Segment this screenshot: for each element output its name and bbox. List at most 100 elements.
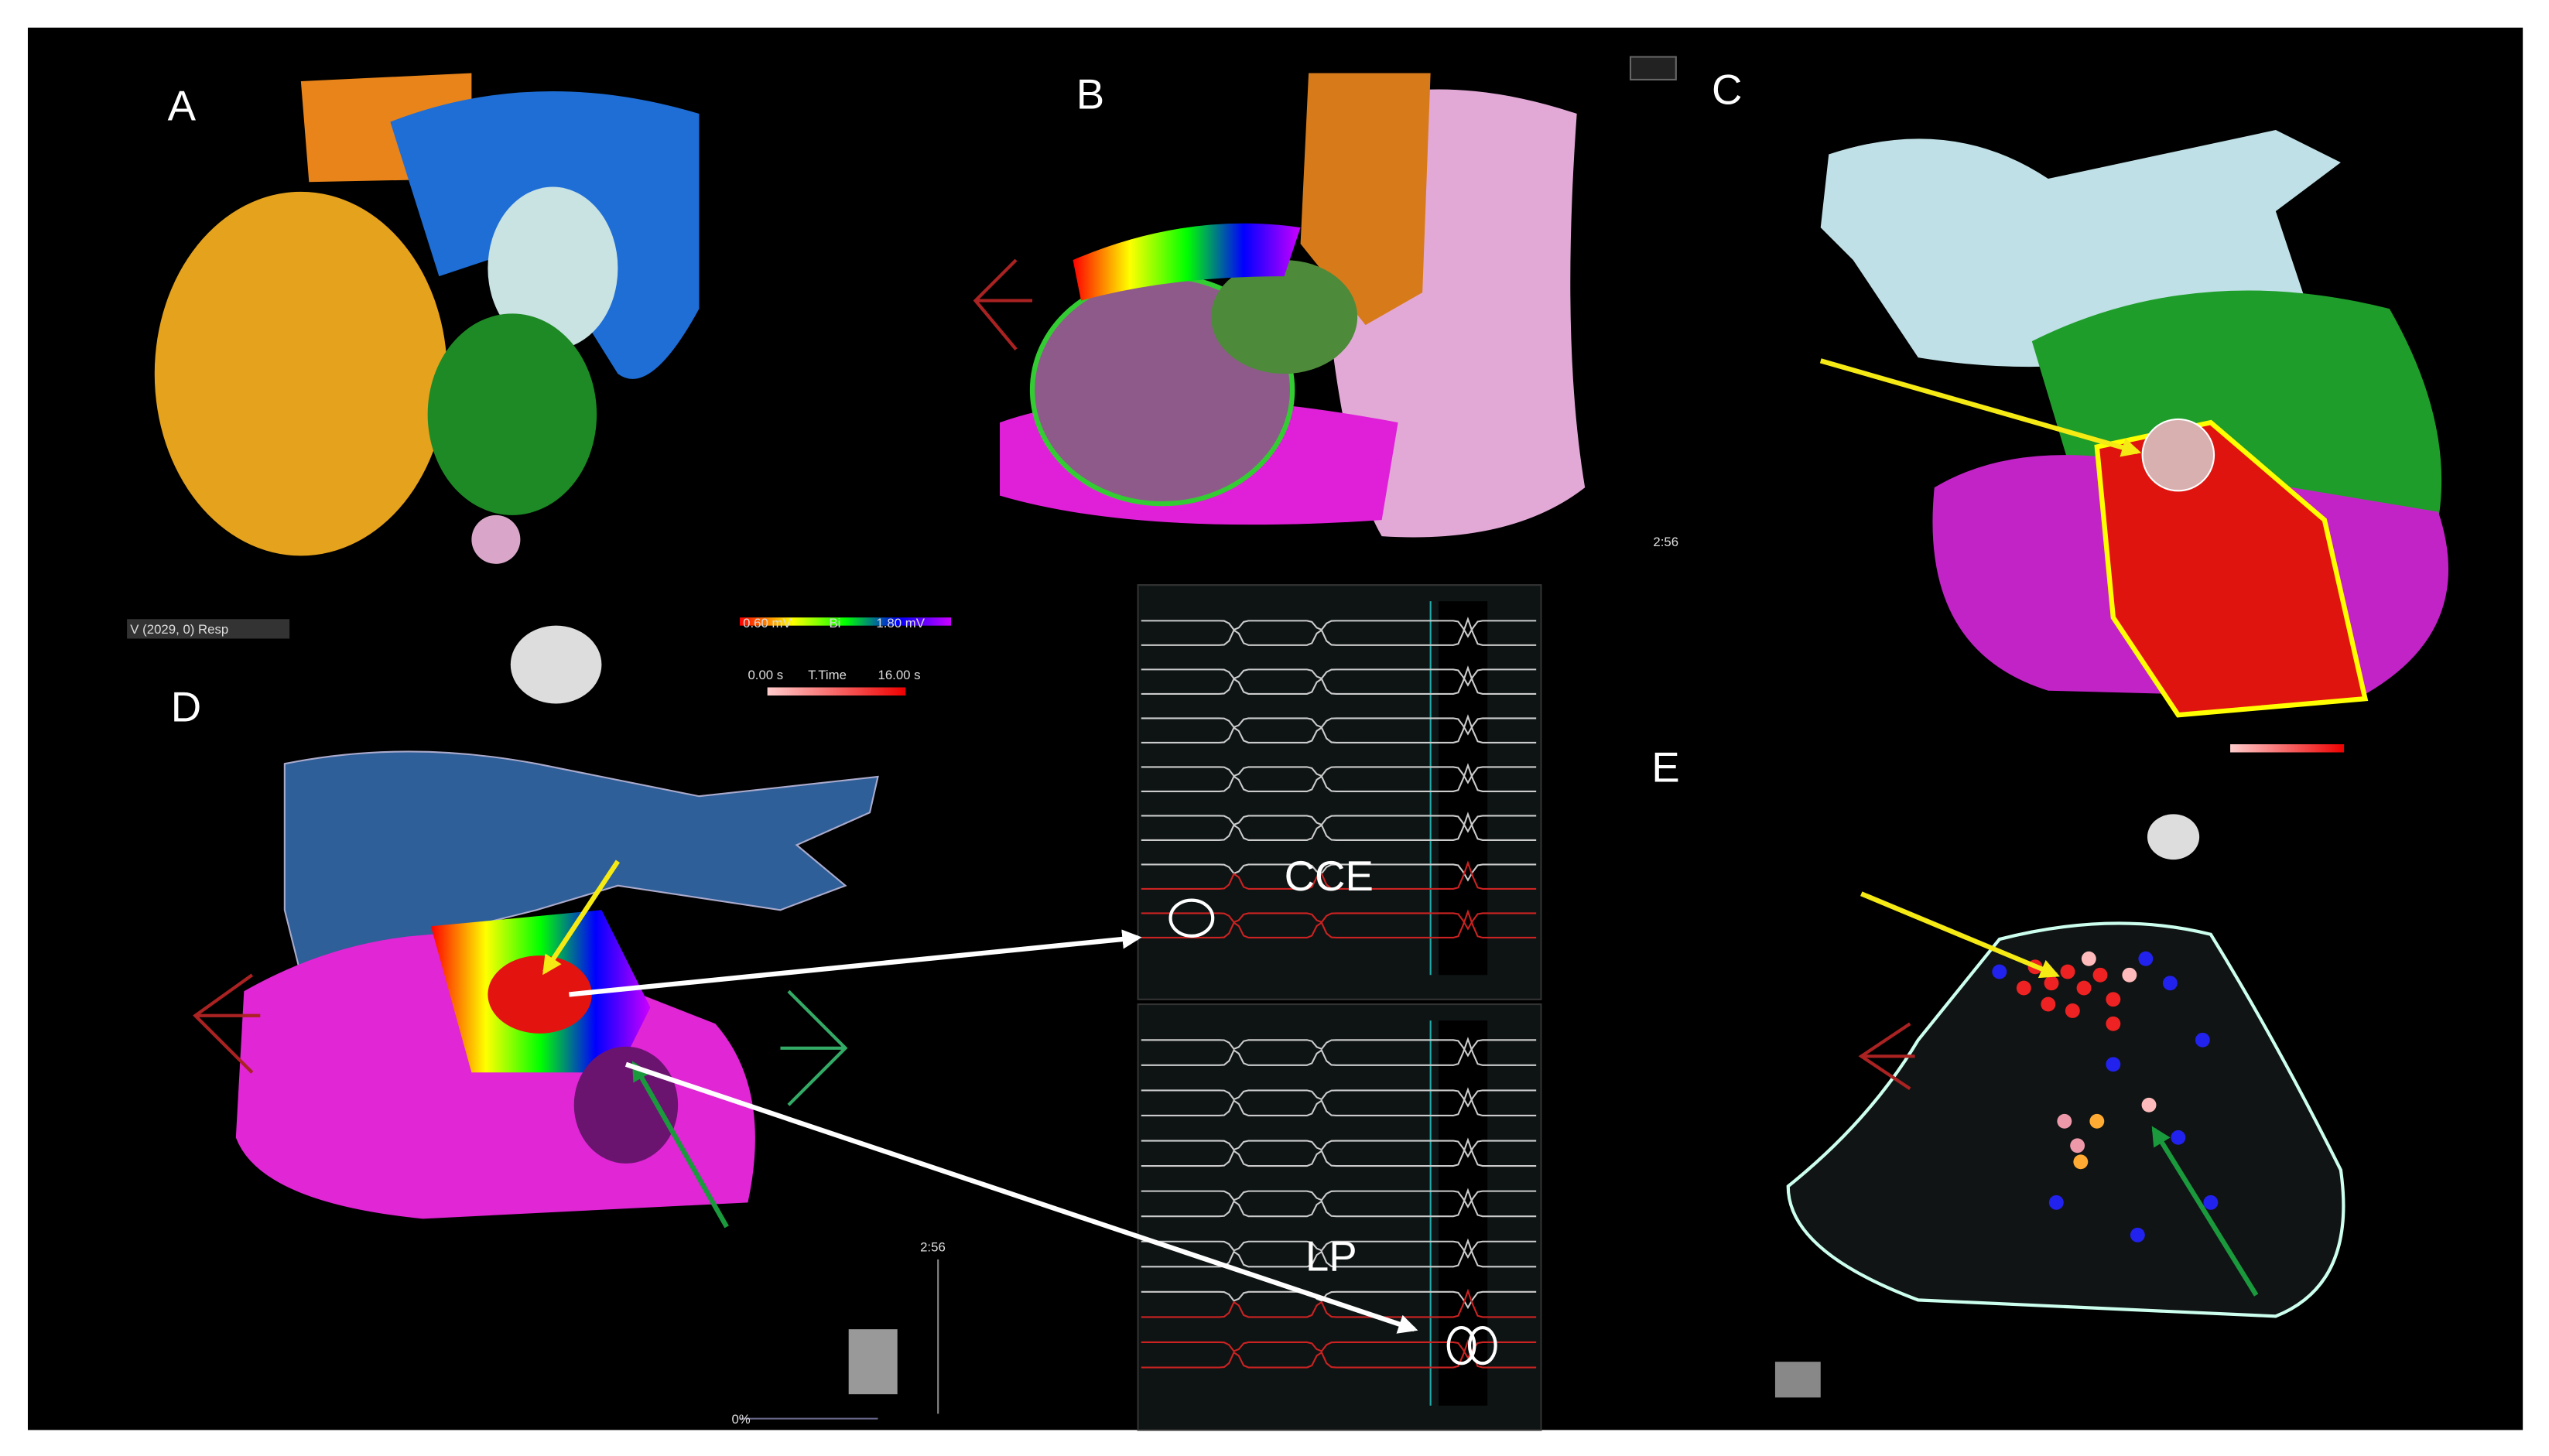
arrow [2151,1126,2259,1297]
ablation-point [2092,967,2108,983]
orientation-marker [510,625,602,704]
anatomy-pink [471,514,521,564]
ablation-point [2106,1016,2121,1031]
highlight-circle [1446,1325,1476,1365]
anatomy-yellow [154,191,447,556]
ablation-point [2044,976,2059,991]
trace-label: LP [1305,1233,1357,1280]
ablation-point [2041,996,2056,1012]
arrow [1860,891,2060,979]
ecg-trace [1141,766,1537,784]
anatomy-purple [573,1046,679,1164]
ecg-trace [1141,1238,1537,1268]
legend-text: 16.00 s [878,668,920,682]
orientation-icon [848,1329,898,1395]
ecg-trace [1141,1137,1537,1167]
legend-text: Bi [829,616,840,631]
ablation-point [2106,992,2121,1007]
ecg-trace [1141,668,1537,687]
axis-gizmo [193,973,261,1074]
panel-label: E [1651,743,1679,791]
ecg-trace [1141,1037,1537,1066]
ecg-trace [1141,860,1537,890]
voltage-map [1073,223,1301,301]
ablation-point [2138,951,2154,966]
ecg-traces [1141,601,1537,1406]
ecg-trace [1141,1190,1537,1208]
ecg-trace [1141,1087,1537,1117]
ecg-trace [1141,1290,1537,1310]
panel-label: D [171,684,201,731]
ablation-point [2130,1227,2145,1242]
ecg-trace [1141,1140,1537,1158]
legend-text: 1.80 mV [876,616,925,631]
panel-label: B [1076,71,1104,118]
arrow [1819,358,2142,457]
activation-map [2094,419,2369,718]
anatomy-orange [1300,73,1431,326]
ecg-trace [1141,620,1537,638]
axis-gizmo [780,989,848,1106]
arrow [569,929,1142,997]
ecg-trace [1141,617,1537,646]
ecg-trace [1141,912,1537,931]
dropdown-text: V (2029, 0) Resp [130,622,228,637]
ecg-trace [1141,1240,1537,1259]
ecg-trace [1141,815,1537,833]
panel-label: A [168,82,197,129]
ecg-window [1439,601,1488,976]
ablation-point [2060,964,2075,979]
ablation-point [2162,976,2178,991]
ablation-point [2048,1195,2064,1210]
highlight-circle [1467,1325,1497,1365]
timer: 2:56 [1653,535,1678,549]
ablation-point [1992,964,2007,979]
ablation-point [2065,1003,2080,1018]
ecg-trace [1141,909,1537,939]
zoom-label: 0% [731,1412,750,1427]
activation-region [488,955,592,1034]
ablation-point [2203,1195,2219,1210]
orientation-marker [2147,814,2200,860]
ablation-point [2073,1154,2089,1170]
ablation-point [2070,1138,2085,1154]
highlight-circle [1168,898,1215,938]
arrow [631,1061,729,1229]
ablation-point [2106,1057,2121,1072]
anatomy-green [1211,260,1358,374]
ecg-trace [1141,1039,1537,1058]
trace-label: CCE [1285,853,1374,900]
widget [1629,56,1677,80]
panel-label: C [1712,66,1742,113]
arrow [624,1061,1418,1334]
ecg-trace [1141,717,1537,736]
ecg-trace [1141,665,1537,695]
anatomy-green [427,313,597,515]
ecg-trace [1141,863,1537,882]
axis-gizmo [1858,1022,1915,1091]
ablation-point [2076,980,2092,996]
legend-text: 0.60 mV [743,616,792,631]
axis-gizmo [973,258,1033,350]
ecg-trace [1141,1188,1537,1218]
ablation-point [2171,1130,2186,1145]
orientation-icon [1774,1362,1821,1398]
arrow [542,860,621,976]
dropdown[interactable] [127,619,290,639]
ablation-point [2081,951,2096,966]
ablation-point [2016,980,2031,996]
anatomy-blue [283,750,879,1009]
anatomy-lightblue [488,186,618,350]
ecg-trace [1141,812,1537,841]
ablation-point [2089,1113,2105,1129]
ecg-trace [1141,1089,1537,1108]
legend-text: 0.00 s [748,668,783,682]
ecg-trace [1141,714,1537,743]
timer: 2:56 [920,1239,946,1254]
ablation-point [2195,1032,2210,1048]
legend-text: T.Time [808,668,847,682]
ecg-trace [1141,1288,1537,1318]
color-bar [739,617,952,626]
